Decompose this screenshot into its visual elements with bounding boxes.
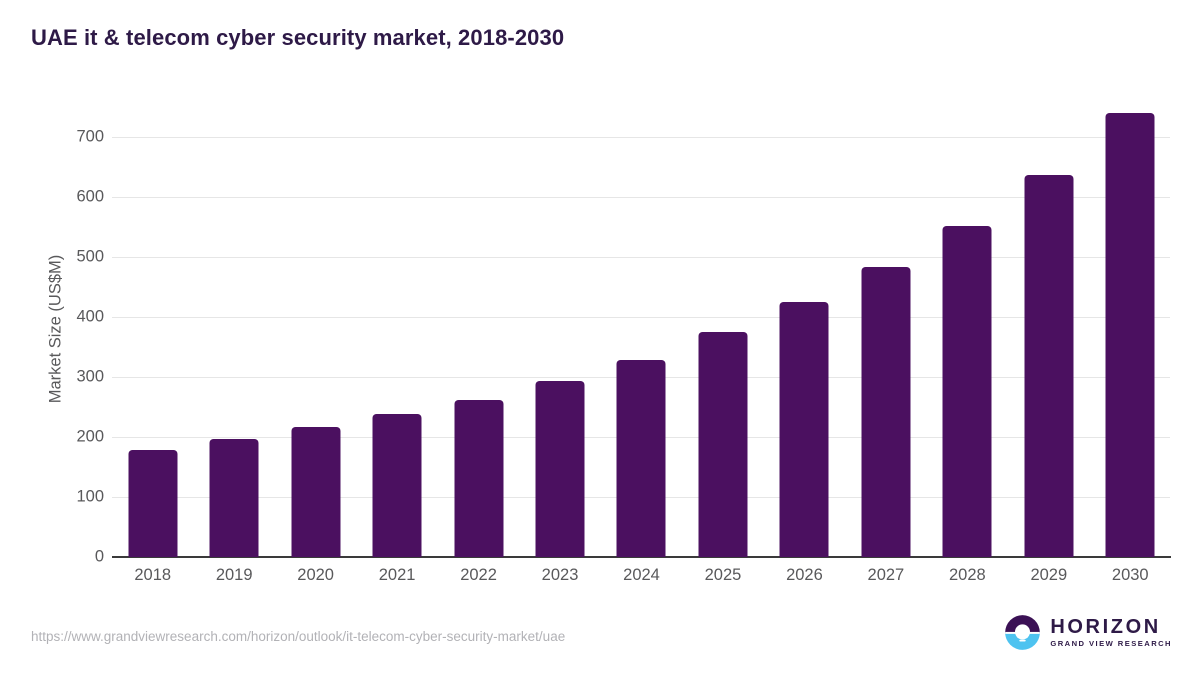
x-axis-tick-label: 2018 [134, 566, 172, 584]
bar-slot [601, 101, 682, 557]
x-axis-tick-label: 2023 [541, 566, 579, 584]
x-axis-tick-labels: 2018 2019 2020 2021 2022 2023 2024 2025 2026 2027… [112, 566, 1171, 596]
page-title: UAE it & telecom cyber security market, … [31, 25, 565, 50]
bar[interactable] [1105, 113, 1155, 557]
gridline [112, 197, 1170, 198]
x-axis-tick-label: 2029 [1030, 566, 1068, 584]
logo-tagline: GRAND VIEW RESEARCH [1050, 639, 1172, 649]
bar-slot [927, 101, 1008, 557]
bar-slot [356, 101, 437, 557]
bar-slot [682, 101, 763, 557]
x-axis-tick-label: 2019 [215, 566, 253, 584]
gridline [112, 257, 1170, 258]
x-axis-tick-label: 2028 [948, 566, 986, 584]
y-axis-tick-labels: 0 100 200 300 400 500 600 700 [0, 101, 104, 566]
bar[interactable] [942, 226, 992, 557]
logo-text: HORIZON GRAND VIEW RESEARCH [1050, 617, 1172, 648]
horizon-sun-circle-icon [1005, 615, 1041, 650]
x-axis-tick-label: 2021 [378, 566, 416, 584]
logo-wordmark: HORIZON [1050, 616, 1161, 639]
gridline [112, 137, 1170, 138]
bar[interactable] [454, 399, 504, 557]
x-axis-tick-label: 2022 [460, 566, 497, 584]
bar-slot [519, 101, 600, 557]
bar-slot [193, 101, 274, 557]
bar[interactable] [1024, 175, 1074, 557]
x-axis-line [112, 556, 1171, 558]
bar-series [112, 101, 1171, 557]
y-axis-tick-label: 500 [76, 247, 104, 266]
bar[interactable] [779, 302, 829, 557]
y-axis-tick-label: 700 [76, 127, 104, 146]
x-axis-tick-label: 2026 [786, 566, 823, 584]
bar[interactable] [698, 332, 748, 557]
bar-slot [1090, 101, 1171, 557]
bar[interactable] [291, 427, 341, 557]
y-axis-tick-label: 100 [76, 487, 104, 506]
bar-slot [438, 101, 519, 557]
y-axis-tick-label: 300 [76, 367, 104, 386]
x-axis-tick-label: 2025 [704, 566, 742, 584]
x-axis-tick-label: 2027 [867, 566, 905, 584]
bar[interactable] [535, 381, 585, 557]
bar-slot [764, 101, 845, 557]
bar-slot [112, 101, 193, 557]
x-axis-tick-label: 2020 [297, 566, 334, 584]
bar[interactable] [128, 449, 178, 557]
bar[interactable] [861, 266, 911, 557]
gridline [112, 317, 1170, 318]
bar[interactable] [372, 414, 422, 557]
y-axis-tick-label: 600 [76, 187, 104, 206]
bar-slot [1008, 101, 1089, 557]
horizon-logo[interactable]: HORIZON GRAND VIEW RESEARCH [1004, 614, 1172, 651]
bar[interactable] [209, 439, 259, 557]
y-axis-tick-label: 0 [94, 547, 104, 566]
y-axis-tick-label: 400 [76, 307, 104, 326]
bar[interactable] [616, 359, 666, 557]
x-axis-tick-label: 2024 [623, 566, 660, 584]
y-axis-tick-label: 200 [76, 427, 104, 446]
bar-slot [275, 101, 356, 557]
bar-slot [845, 101, 926, 557]
source-url[interactable]: https://www.grandviewresearch.com/horizo… [31, 629, 566, 644]
x-axis-tick-label: 2030 [1111, 566, 1149, 584]
